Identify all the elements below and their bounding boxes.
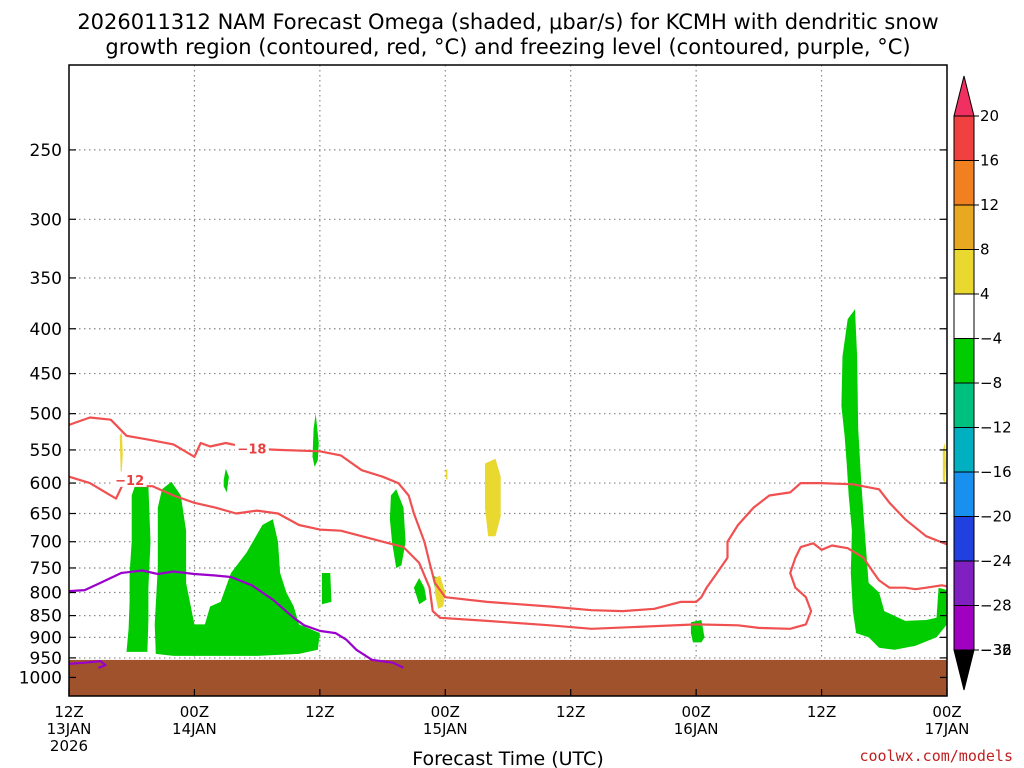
y-tick-label-250: 250 [30,141,62,161]
credit-text: coolwx.com/models [859,747,1013,765]
colorbar-top-arrow [953,75,975,117]
colorbar-segment-2 [953,160,975,206]
omega-region-11 [485,458,501,537]
chart-title-line-1: 2026011312 NAM Forecast Omega (shaded, μ… [77,10,938,34]
colorbar-label-0: 20 [980,107,999,125]
contour-dgz-1 [68,475,948,630]
contour-label-0: −18 [237,443,266,458]
plot-frame [68,64,948,697]
omega-region-10 [119,432,123,472]
colorbar: 20 16 12 8 4 −4 −8 −12 −16 −20 −24 −28 −32−36 [953,75,1012,691]
omega-region-2 [223,468,229,493]
contour-label-bg-0 [234,440,269,456]
omega-region-12 [434,575,446,609]
x-tick-label-48-0: 12Z [556,703,585,721]
colorbar-segment-10 [953,516,975,562]
colorbar-label-4: 4 [980,285,990,303]
ground-layer [69,659,947,696]
colorbar-label-2: 12 [980,196,999,214]
colorbar-segment-9 [953,471,975,517]
colorbar-label-10: −24 [980,552,1012,570]
ground-fill [69,659,947,696]
omega-region-1 [154,481,320,656]
omega-region-5 [389,489,406,568]
contour-lines [68,416,948,669]
colorbar-label-3: 8 [980,241,990,259]
y-tick-label-950: 950 [30,649,62,669]
colorbar-segment-5 [953,293,975,339]
colorbar-segment-12 [953,605,975,651]
x-axis-title: Forecast Time (UTC) [412,748,603,768]
omega-region-3 [312,413,319,467]
contour-freezing-3 [68,660,107,669]
colorbar-segment-8 [953,427,975,473]
x-tick-label-84-0: 00Z [932,703,961,721]
contour-dgz-0 [68,416,948,613]
x-tick-label-0-1: 13JAN [47,720,92,738]
colorbar-segment-1 [953,115,975,161]
y-tick-label-750: 750 [30,559,62,579]
y-tick-label-1000: 1000 [19,668,62,688]
colorbar-label-6: −8 [980,374,1002,392]
y-tick-label-700: 700 [30,533,62,553]
colorbar-label-12: −32 [980,641,1012,659]
y-tick-label-500: 500 [30,405,62,425]
omega-region-6 [413,578,427,605]
x-tick-label-60-0: 00Z [681,703,710,721]
x-tick-label-72-0: 12Z [807,703,836,721]
y-tick-label-400: 400 [30,320,62,340]
y-tick-label-350: 350 [30,269,62,289]
colorbar-segment-3 [953,204,975,250]
contour-label-bg-1 [112,471,147,487]
grid-lines [69,65,947,696]
y-tick-label-600: 600 [30,474,62,494]
y-tick-label-900: 900 [30,628,62,648]
omega-region-14 [445,468,448,480]
colorbar-bottom-arrow [953,649,975,691]
x-tick-label-24-0: 12Z [305,703,334,721]
contour-label-1: −12 [115,474,144,489]
colorbar-label-8: −16 [980,463,1012,481]
colorbar-label-5: −4 [980,330,1002,348]
x-tick-label-36-0: 00Z [431,703,460,721]
colorbar-label-11: −28 [980,597,1012,615]
colorbar-segment-7 [953,382,975,428]
y-tick-label-850: 850 [30,607,62,627]
y-axis: 2503003504004505005506006507007508008509… [19,141,947,688]
x-tick-label-0-0: 12Z [54,703,83,721]
chart-title-line-2: growth region (contoured, red, °C) and f… [105,35,910,59]
contour-labels: −18 −12 [112,440,269,489]
colorbar-segment-11 [953,560,975,606]
y-tick-label-550: 550 [30,441,62,461]
x-tick-label-84-1: 17JAN [925,720,970,738]
colorbar-label-13: −36 [980,641,1012,659]
y-tick-label-800: 800 [30,584,62,604]
omega-region-0 [126,483,151,652]
omega-region-9 [841,309,947,650]
x-tick-label-36-1: 15JAN [423,720,468,738]
omega-region-4 [321,573,332,605]
x-tick-label-0-2: 2026 [50,737,88,755]
x-tick-label-12-1: 14JAN [172,720,217,738]
colorbar-label-1: 16 [980,152,999,170]
y-tick-label-450: 450 [30,365,62,385]
x-tick-label-12-0: 00Z [180,703,209,721]
colorbar-segment-4 [953,249,975,295]
colorbar-label-9: −20 [980,508,1012,526]
omega-region-13 [942,443,946,484]
colorbar-segment-6 [953,338,975,384]
colorbar-label-7: −12 [980,419,1012,437]
x-tick-label-60-1: 16JAN [674,720,719,738]
y-tick-label-650: 650 [30,505,62,525]
omega-shading [119,309,947,656]
y-tick-label-300: 300 [30,210,62,230]
contour-freezing-2 [68,569,404,669]
